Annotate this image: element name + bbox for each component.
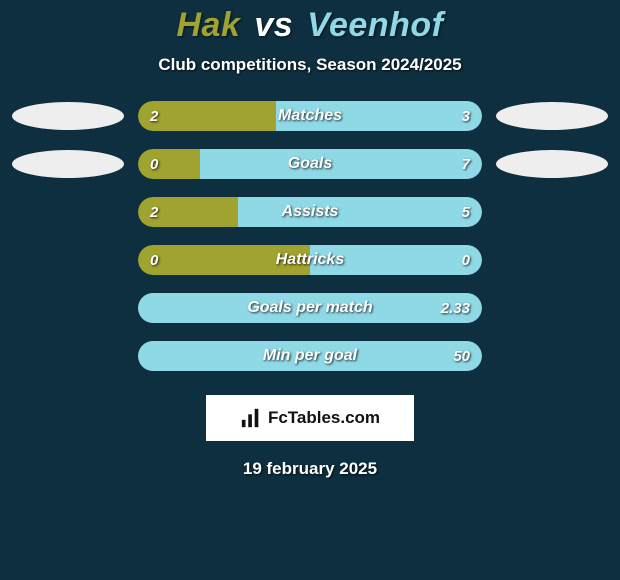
stat-row: Matches23: [12, 101, 608, 131]
stat-row: Hattricks00: [12, 245, 608, 275]
bar-chart-icon: [240, 407, 262, 429]
photo-ellipse-right: [496, 150, 608, 178]
title-vs: vs: [254, 6, 293, 44]
stats-container: Matches23 Goals07 Assists25 Hattricks00 Goal…: [12, 101, 608, 389]
brand-text: FcTables.com: [268, 408, 380, 428]
stat-row: Min per goal50: [12, 341, 608, 371]
stat-bar: Goals07: [138, 149, 482, 179]
stat-row: Goals per match2.33: [12, 293, 608, 323]
stat-bar: Goals per match2.33: [138, 293, 482, 323]
photo-ellipse-left: [12, 150, 124, 178]
title-player1: Hak: [177, 6, 241, 44]
footer-date: 19 february 2025: [243, 459, 377, 479]
page-title: Hak vs Veenhof: [177, 6, 444, 45]
brand-box: FcTables.com: [206, 395, 414, 441]
stat-bar: Hattricks00: [138, 245, 482, 275]
stat-bar-left-fill: [138, 101, 276, 131]
stat-bar-right-fill: [200, 149, 482, 179]
stat-bar-left-fill: [138, 245, 310, 275]
stat-bar-right-fill: [238, 197, 482, 227]
stat-row: Goals07: [12, 149, 608, 179]
comparison-infographic: Hak vs Veenhof Club competitions, Season…: [0, 0, 620, 580]
stat-row: Assists25: [12, 197, 608, 227]
stat-bar-right-fill: [138, 341, 482, 371]
stat-bar-left-fill: [138, 149, 200, 179]
stat-bar-right-fill: [310, 245, 482, 275]
title-player2: Veenhof: [307, 6, 443, 44]
stat-bar: Min per goal50: [138, 341, 482, 371]
stat-bar-right-fill: [276, 101, 482, 131]
stat-bar: Assists25: [138, 197, 482, 227]
photo-ellipse-right: [496, 102, 608, 130]
stat-bar-left-fill: [138, 197, 238, 227]
stat-bar: Matches23: [138, 101, 482, 131]
photo-ellipse-left: [12, 102, 124, 130]
subtitle: Club competitions, Season 2024/2025: [158, 55, 461, 75]
stat-bar-right-fill: [138, 293, 482, 323]
